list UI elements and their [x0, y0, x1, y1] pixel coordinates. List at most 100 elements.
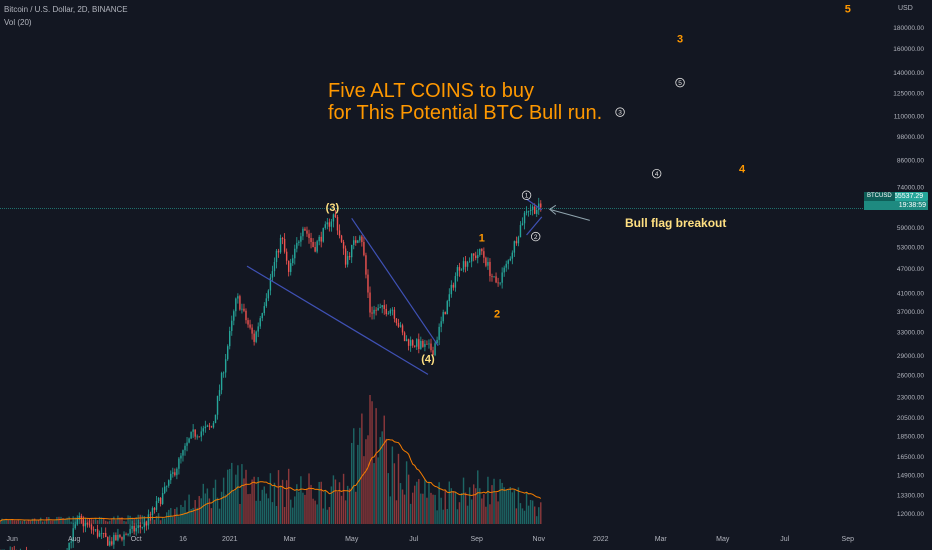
y-tick-label: 14900.00: [897, 472, 924, 479]
candle-body: [440, 321, 442, 327]
trendline-1[interactable]: [246, 265, 429, 375]
volume-bar: [235, 474, 237, 524]
wave-circle-label-1: 1: [525, 193, 529, 200]
candle-body: [292, 258, 294, 264]
volume-bar: [302, 492, 304, 524]
candle-body: [359, 236, 361, 241]
candle-body: [222, 372, 225, 374]
candle-body: [338, 230, 341, 236]
volume-bar: [192, 507, 194, 524]
volume-bar: [346, 485, 349, 524]
volume-bar: [499, 479, 501, 524]
candle-body: [493, 276, 495, 278]
candle-body: [519, 225, 522, 238]
candle-body: [182, 450, 184, 456]
volume-bar: [485, 506, 487, 524]
candle-body: [525, 211, 528, 213]
volume-bar: [385, 438, 387, 524]
candle-body: [125, 534, 127, 536]
candle-body: [129, 528, 131, 534]
x-tick-label: Aug: [68, 536, 81, 543]
volume-indicator-label: Vol (20): [4, 18, 32, 27]
y-tick-label: 160000.00: [893, 46, 924, 53]
volume-bar: [344, 500, 347, 524]
volume-bar: [515, 508, 518, 524]
candle-body: [322, 227, 324, 242]
volume-bar: [334, 479, 337, 524]
volume-bar: [391, 446, 394, 524]
volume-bar: [196, 507, 198, 524]
volume-bar: [287, 468, 290, 524]
candle-body: [200, 431, 202, 437]
volume-bar: [19, 520, 22, 524]
volume-bar: [202, 483, 205, 524]
volume-bar: [31, 518, 34, 524]
volume-bar: [387, 473, 390, 524]
candle-body: [312, 242, 314, 248]
volume-bar: [78, 518, 80, 524]
volume-bar: [495, 492, 497, 524]
volume-bar: [432, 494, 434, 524]
volume-bar: [200, 498, 202, 524]
volume-bar: [525, 491, 528, 524]
volume-bar: [222, 477, 225, 524]
volume-bar: [285, 480, 288, 524]
wave-circle-3: [615, 107, 625, 117]
candle-body: [416, 339, 418, 347]
volume-bar: [66, 517, 68, 524]
volume-bar: [440, 497, 442, 524]
volume-bar: [129, 515, 131, 524]
volume-bar: [326, 509, 329, 524]
volume-bar: [472, 484, 475, 524]
candle-body: [237, 296, 239, 299]
volume-bar: [48, 517, 50, 524]
candle-body: [172, 472, 174, 474]
headline: Five ALT COINS to buy for This Potential…: [328, 80, 602, 124]
volume-bar: [41, 521, 44, 524]
y-tick-label: 180000.00: [893, 25, 924, 32]
candle-body: [80, 515, 83, 520]
candle-body: [505, 263, 507, 268]
y-tick-label: 12000.00: [897, 511, 924, 518]
volume-bar: [367, 435, 369, 524]
volume-bar: [44, 521, 46, 524]
breakout-arrow: [549, 208, 590, 221]
candle-body: [194, 429, 196, 437]
y-tick-label: 53000.00: [897, 244, 924, 251]
volume-bar: [226, 469, 229, 524]
wave-label-3: 1: [479, 232, 485, 244]
candle-body: [196, 436, 198, 438]
trendline-3[interactable]: [526, 198, 543, 211]
candle-body: [208, 425, 211, 427]
y-tick-label: 18500.00: [897, 433, 924, 440]
candle-body: [353, 240, 355, 245]
volume-bar: [519, 503, 522, 524]
volume-bar: [7, 519, 9, 524]
candle-body: [163, 486, 166, 494]
volume-bar: [458, 502, 461, 524]
volume-bar: [186, 511, 188, 524]
candle-body: [78, 515, 80, 518]
volume-bar: [165, 512, 168, 524]
candle-body: [523, 212, 526, 224]
volume-bar: [348, 488, 351, 524]
volume-bar: [178, 516, 180, 524]
candle-body: [470, 253, 473, 262]
candle-body: [501, 272, 503, 283]
candle-body: [121, 537, 123, 540]
candle-body: [509, 258, 511, 261]
volume-bar: [414, 485, 416, 524]
candle-body: [285, 251, 288, 261]
volume-bar: [314, 500, 316, 524]
volume-bar: [251, 479, 253, 524]
trendline-4[interactable]: [526, 216, 543, 236]
candle-body: [466, 262, 469, 267]
volume-bar: [489, 504, 491, 524]
volume-bar: [444, 490, 446, 524]
trendline-2[interactable]: [351, 217, 439, 347]
y-tick-label: 110000.00: [894, 113, 925, 120]
x-tick-label: Jun: [7, 536, 18, 543]
volume-bar: [105, 520, 107, 524]
volume-bar: [123, 520, 125, 524]
